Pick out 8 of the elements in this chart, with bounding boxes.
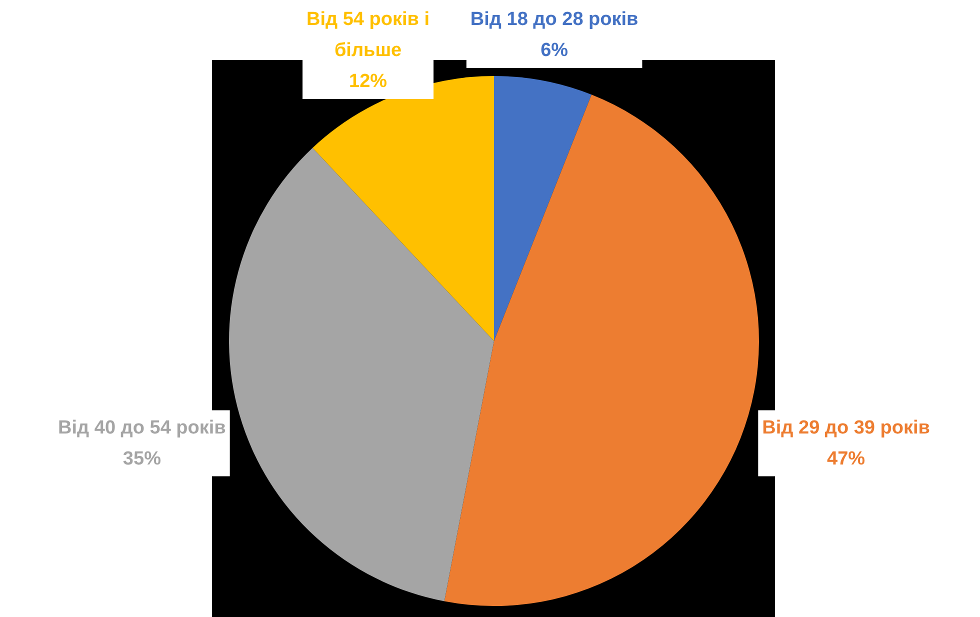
data-label: 35% <box>122 448 162 470</box>
slice-label: Від 54 років і більше <box>306 9 430 61</box>
data-label: 47% <box>827 448 866 470</box>
slice-label: Від 29 до 39 років <box>762 417 930 438</box>
data-label: 6% <box>540 40 568 61</box>
data-label: 12% <box>349 71 388 92</box>
slice-label: Від 40 до 54 років <box>58 417 226 438</box>
slice-label: Від 18 до 28 років <box>470 9 638 30</box>
